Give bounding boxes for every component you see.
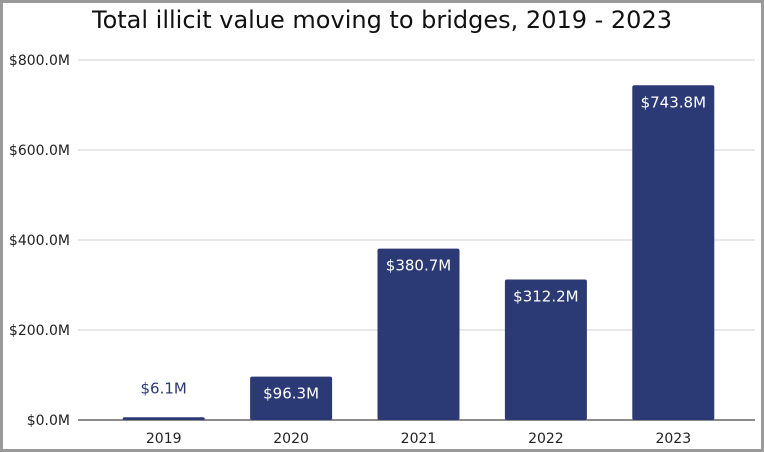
data-label: $312.2M (513, 288, 578, 306)
data-label: $6.1M (141, 379, 187, 397)
data-label: $743.8M (641, 93, 706, 111)
x-tick-label: 2022 (528, 431, 564, 447)
bar-2019 (122, 417, 205, 420)
data-label: $96.3M (263, 385, 319, 403)
y-tick-label: $200.0M (9, 323, 70, 339)
bar-2022 (504, 279, 587, 420)
bar-2021 (377, 248, 460, 420)
chart-title: Total illicit value moving to bridges, 2… (91, 6, 672, 34)
y-tick-label: $0.0M (27, 413, 70, 429)
x-tick-label: 2020 (273, 431, 309, 447)
data-label: $380.7M (386, 257, 451, 275)
x-tick-label: 2023 (655, 431, 691, 447)
x-tick-label: 2019 (146, 431, 182, 447)
y-tick-label: $600.0M (9, 143, 70, 159)
bar-2023 (632, 85, 715, 420)
x-tick-label: 2021 (401, 431, 437, 447)
y-tick-label: $800.0M (9, 53, 70, 69)
y-tick-label: $400.0M (9, 233, 70, 249)
bar-2020 (250, 376, 333, 420)
